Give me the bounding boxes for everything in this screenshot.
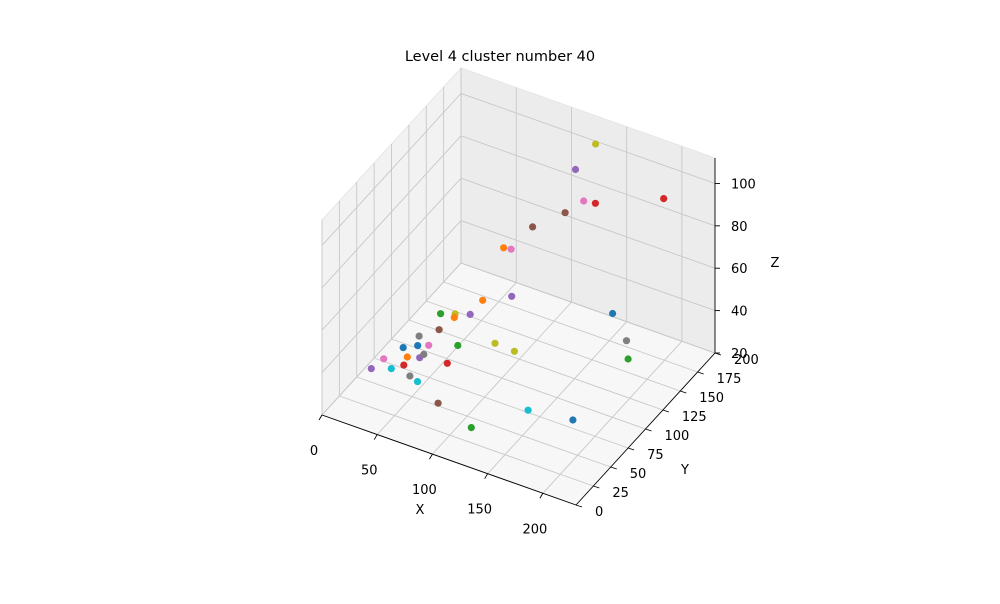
x-tick-mark bbox=[484, 473, 489, 479]
x-tick-mark bbox=[318, 414, 323, 421]
grid-line-y-floor bbox=[339, 395, 594, 487]
grid-line-z-left bbox=[321, 177, 462, 331]
scatter-point bbox=[425, 341, 433, 349]
scatter-point bbox=[571, 165, 580, 174]
y-tick-mark bbox=[593, 485, 600, 489]
z-tick-label: 100 bbox=[731, 177, 756, 192]
chart-title: Level 4 cluster number 40 bbox=[404, 49, 596, 65]
x-tick-label: 50 bbox=[361, 464, 378, 479]
scatter-point bbox=[591, 199, 600, 207]
scatter-point bbox=[524, 406, 532, 414]
scatter-point bbox=[622, 337, 631, 345]
y-tick-mark bbox=[575, 504, 583, 508]
scatter-point bbox=[500, 244, 508, 252]
x-tick-mark bbox=[539, 493, 544, 499]
z-tick-label: 60 bbox=[731, 262, 748, 277]
grid-line-z-back bbox=[460, 220, 716, 312]
scatter-point bbox=[399, 344, 407, 352]
scatter-point bbox=[437, 310, 445, 318]
x-tick-label: 100 bbox=[412, 483, 437, 498]
y-tick-mark bbox=[680, 390, 687, 394]
grid-line-y-floor bbox=[373, 357, 629, 449]
scatter-point bbox=[569, 416, 577, 424]
z-tick-label: 20 bbox=[731, 347, 748, 362]
y-tick-label: 100 bbox=[665, 429, 690, 444]
axis-labels: X Y Z bbox=[416, 256, 780, 518]
grid-line-z-left bbox=[321, 93, 462, 246]
grid-line-z-left bbox=[321, 135, 462, 289]
scatter-point bbox=[507, 245, 515, 253]
grid-line-z-back bbox=[460, 262, 716, 354]
y-tick-label: 75 bbox=[647, 448, 664, 463]
y-tick-label: 175 bbox=[717, 372, 742, 387]
scatter-point bbox=[443, 359, 451, 367]
y-tick-label: 200 bbox=[734, 353, 759, 368]
scatter-point bbox=[450, 313, 458, 322]
grid-line-z-back bbox=[460, 135, 716, 227]
y-tick-label: 150 bbox=[699, 391, 724, 406]
scatter-point bbox=[413, 378, 422, 386]
x-axis-label: X bbox=[416, 503, 425, 518]
scatter-point bbox=[510, 347, 518, 355]
y-tick-label: 50 bbox=[630, 467, 647, 482]
grid-line-z-left bbox=[321, 262, 462, 416]
y-tick-label: 0 bbox=[595, 505, 603, 520]
scatter-point bbox=[387, 365, 395, 373]
grid-line-z-back bbox=[460, 93, 716, 184]
grid-line-y-floor bbox=[391, 338, 646, 430]
x-tick-mark bbox=[429, 453, 433, 460]
scatter-point bbox=[508, 292, 516, 300]
scatter-point bbox=[400, 361, 408, 369]
y-tick-mark bbox=[610, 466, 617, 470]
scatter-point bbox=[491, 339, 499, 347]
y-tick-mark bbox=[645, 428, 652, 432]
grid-line-y-floor bbox=[443, 281, 698, 373]
grid-line-y-floor bbox=[408, 319, 664, 411]
y-tick-label: 25 bbox=[612, 486, 629, 501]
scatter-point bbox=[592, 140, 600, 148]
scatter-point bbox=[415, 332, 423, 340]
scatter-point bbox=[580, 197, 588, 205]
x-axis-line bbox=[321, 414, 577, 506]
scatter-point bbox=[454, 341, 462, 350]
x-tick-mark bbox=[373, 434, 378, 440]
scatter-point bbox=[403, 353, 411, 361]
scatter-point bbox=[420, 350, 428, 358]
y-tick-mark bbox=[627, 447, 635, 451]
scatter-point bbox=[406, 372, 414, 380]
scatter-point bbox=[414, 342, 422, 350]
scatter-point bbox=[435, 326, 443, 334]
scatter-point bbox=[529, 223, 537, 231]
grid-line-z-left bbox=[321, 220, 462, 373]
y-axis-label: Y bbox=[680, 463, 689, 478]
x-tick-label: 200 bbox=[522, 522, 547, 537]
axis-lines bbox=[318, 158, 722, 508]
scatter-point bbox=[479, 296, 487, 304]
z-tick-label: 40 bbox=[731, 305, 748, 320]
scatter-point bbox=[380, 355, 388, 363]
scatter-point bbox=[467, 424, 475, 432]
scatter-point bbox=[466, 310, 474, 318]
y-tick-mark bbox=[697, 371, 704, 375]
x-tick-label: 0 bbox=[310, 444, 318, 459]
scatter-points bbox=[367, 140, 668, 432]
scatter-point bbox=[660, 195, 668, 203]
x-tick-label: 150 bbox=[467, 503, 492, 518]
scatter-point bbox=[624, 355, 632, 363]
scatter-point bbox=[561, 209, 569, 217]
scatter-point bbox=[367, 365, 375, 373]
grid-line-y-floor bbox=[356, 376, 611, 468]
z-axis-label: Z bbox=[771, 256, 780, 271]
tick-labels: 0501001502000255075100125150175200204060… bbox=[310, 177, 759, 537]
z-tick-label: 80 bbox=[731, 220, 748, 235]
scatter-point bbox=[434, 399, 442, 407]
y-tick-label: 125 bbox=[682, 410, 707, 425]
scatter-point bbox=[609, 309, 617, 318]
grid-line-z-back bbox=[460, 177, 716, 269]
y-tick-mark bbox=[662, 409, 670, 413]
